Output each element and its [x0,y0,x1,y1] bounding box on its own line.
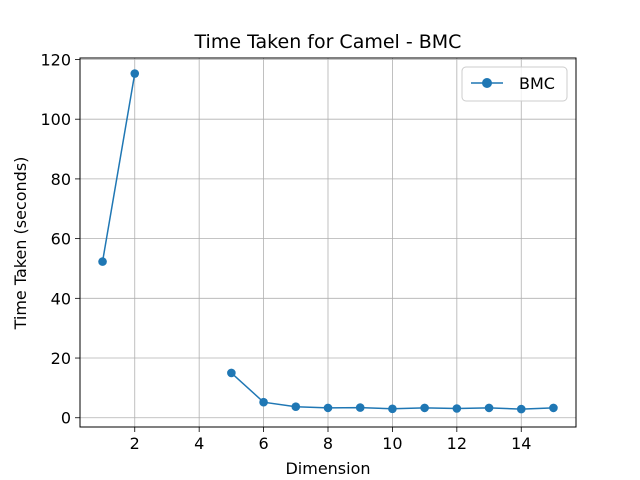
data-point [452,404,462,413]
y-tick-label: 40 [51,289,71,308]
plot-frame [79,57,577,428]
data-point [484,403,494,413]
data-point [291,402,301,411]
data-point [355,403,365,412]
data-point [323,403,333,413]
y-tick-label: 120 [40,50,71,69]
data-point [516,404,526,414]
x-tick-label: 14 [511,434,531,453]
x-tick-label: 10 [382,434,402,453]
data-point [549,403,558,413]
y-tick-label: 80 [51,170,71,189]
y-axis-label: Time Taken (seconds) [11,157,30,331]
series-bmc [98,69,558,414]
y-tick-label: 0 [61,409,71,428]
data-point [420,403,429,413]
data-point [227,368,236,378]
legend-marker-bmc [482,78,492,88]
chart-title: Time Taken for Camel - BMC [194,31,462,53]
y-axis-ticks: 0 20 40 60 80 100 120 [40,50,80,428]
y-tick-label: 100 [40,110,71,129]
x-tick-label: 4 [194,434,204,453]
x-axis-label: Dimension [285,459,370,478]
data-point [98,257,107,266]
grid [80,58,576,427]
x-tick-label: 2 [130,434,140,453]
legend: BMC [461,66,568,102]
data-point [388,404,397,414]
x-tick-label: 12 [447,434,467,453]
legend-box [461,66,568,102]
x-tick-label: 6 [258,434,268,453]
series-line [101,73,136,262]
data-point [130,69,140,78]
legend-label-bmc: BMC [519,74,555,93]
y-tick-label: 60 [51,230,71,249]
x-tick-label: 8 [323,434,333,453]
x-axis-ticks: 2 4 6 8 10 12 14 [130,427,531,453]
data-point [259,397,268,407]
y-tick-label: 20 [51,349,71,368]
